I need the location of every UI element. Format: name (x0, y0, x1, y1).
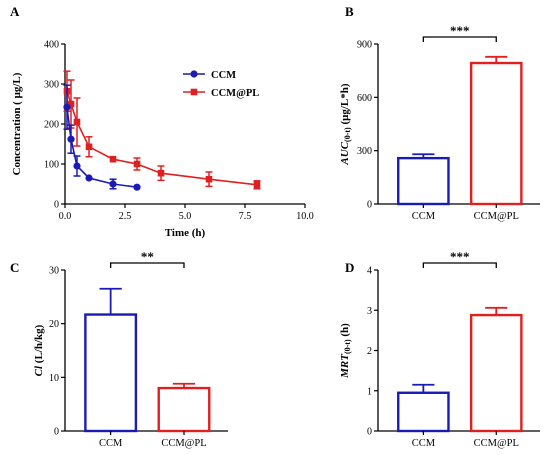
panel-b-y-label-unit: (μg/L*h) (339, 83, 351, 127)
panel-a-point-ccmpl (205, 175, 213, 183)
panel-a-point-ccmpl (67, 100, 75, 108)
panel-d-bar-1 (469, 313, 523, 433)
panel-a-x-tick-label: 5.0 (179, 211, 192, 222)
panel-c-bar-1 (157, 386, 211, 433)
legend-label-1: CCM@PL (211, 88, 259, 99)
panel-b-bar-1 (469, 61, 523, 206)
panel-b-y-tick-label: 0 (367, 200, 372, 211)
legend-label-0: CCM (211, 70, 236, 81)
panel-a-y-tick-label: 300 (44, 80, 59, 91)
panel-a-point-ccm (133, 183, 141, 191)
panel-c-y-label: Cl (L/h/kg) (33, 324, 45, 376)
panel-d-category-label: CCM (412, 438, 436, 449)
panel-c-bar-0 (84, 313, 138, 433)
panel-d-y-label-main: MRT (339, 353, 351, 379)
panel-c-y-tick-label: 0 (54, 427, 59, 438)
panel-c-significance-bracket (109, 262, 185, 268)
panel-d-letter: D (345, 260, 354, 275)
panel-d-category-label: CCM@PL (474, 438, 519, 449)
panel-a-point-ccm (109, 180, 117, 188)
legend-marker-ccmpl (190, 88, 198, 96)
panel-a-y-tick-label: 400 (44, 40, 59, 51)
panel-d-y-tick-label: 3 (367, 306, 372, 317)
panel-a-point-ccmpl (73, 118, 81, 126)
panel-a-point-ccmpl (109, 155, 117, 163)
panel-a-y-label: Concentration ( μg/L) (11, 72, 23, 175)
panel-a-point-ccmpl (253, 181, 261, 189)
panel-d-y-tick-label: 1 (367, 386, 372, 397)
panel-c-y-label-main: Cl (33, 365, 45, 376)
panel-a-point-ccm (67, 135, 75, 143)
panel-b-y-label-main: AUC (339, 141, 351, 165)
panel-a-point-ccm (73, 162, 81, 170)
panel-b-y-label-sub: (0-t) (343, 127, 352, 142)
legend-marker-ccm (190, 70, 198, 78)
panel-c-y-tick-label: 20 (49, 319, 59, 330)
panel-d-y-label-sub: (0-t) (343, 339, 352, 354)
panel-d-y-label-unit: (h) (339, 323, 351, 340)
panel-a-point-ccm (85, 174, 93, 182)
panel-a-x-tick-label: 10.0 (296, 211, 314, 222)
panel-b-bar-0 (397, 156, 450, 206)
panel-c-significance-label: ** (141, 249, 154, 264)
panel-b-y-label: AUC(0-t) (μg/L*h) (339, 83, 352, 165)
panel-d-y-tick-label: 4 (367, 266, 372, 277)
panel-a-point-ccmpl (133, 160, 141, 168)
panel-a-y-tick-label: 100 (44, 160, 59, 171)
panel-c-y-tick-label: 30 (49, 266, 59, 277)
panel-a-x-label: Time (h) (165, 227, 206, 239)
panel-b-category-label: CCM (412, 211, 436, 222)
panel-a-x-tick-label: 2.5 (119, 211, 132, 222)
panel-b-letter: B (345, 4, 354, 19)
panel-a-x-tick-label: 7.5 (239, 211, 252, 222)
panel-c-y-tick-label: 10 (49, 373, 59, 384)
panel-b-category-label: CCM@PL (474, 211, 519, 222)
panel-c-letter: C (10, 260, 19, 275)
panel-c-category-label: CCM (99, 438, 123, 449)
panel-b-y-tick-label: 300 (357, 146, 372, 157)
panel-c-y-label-unit: (L/h/kg) (33, 324, 45, 366)
panel-d-chart: D 0 1 2 3 4 CCM CCM@PL *** MRT(0-t) (h) (339, 249, 540, 449)
panel-d-bar-0 (397, 391, 450, 433)
panel-a-point-ccmpl (157, 169, 165, 177)
panel-a-point-ccmpl (85, 143, 93, 151)
panel-a-y-tick-label: 200 (44, 120, 59, 131)
panel-a-point-ccm (63, 103, 71, 111)
panel-a-x-tick-label: 0.0 (59, 211, 72, 222)
panel-c-category-label: CCM@PL (161, 438, 206, 449)
panel-c-chart: C 0 10 20 30 CCM CCM@PL ** Cl (L/h/kg) (10, 249, 228, 449)
panel-d-y-label: MRT(0-t) (h) (339, 323, 352, 379)
panel-b-significance-label: *** (450, 23, 470, 38)
panel-b-significance-bracket (422, 36, 497, 42)
panel-d-y-tick-label: 0 (367, 427, 372, 438)
panel-b-y-tick-label: 900 (357, 40, 372, 51)
panel-a-chart: A 0 100 200 300 400 0.0 2.5 5.0 7.5 10.0 Time (h) Co… (10, 4, 314, 239)
panel-d-significance-bracket (422, 262, 497, 268)
panel-d-significance-label: *** (450, 249, 470, 264)
panel-d-y-tick-label: 2 (367, 346, 372, 357)
panel-a-letter: A (10, 4, 20, 19)
panel-b-chart: B 0 300 600 900 CCM CCM@PL *** AUC(0-t) (μg/L*h) (339, 4, 540, 222)
panel-a-y-tick-label: 0 (54, 200, 59, 211)
panel-b-y-tick-label: 600 (357, 93, 372, 104)
